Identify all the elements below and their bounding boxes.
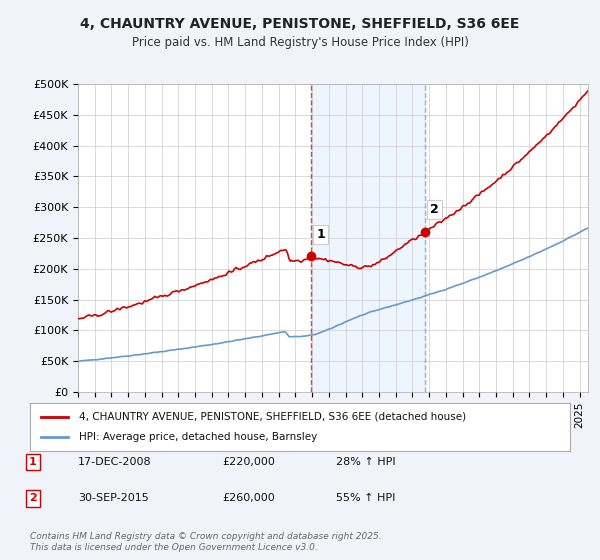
Text: 4, CHAUNTRY AVENUE, PENISTONE, SHEFFIELD, S36 6EE: 4, CHAUNTRY AVENUE, PENISTONE, SHEFFIELD…	[80, 17, 520, 31]
Text: 1: 1	[316, 228, 325, 241]
Text: 2: 2	[430, 203, 439, 216]
Bar	[311, 84, 425, 392]
Text: 2: 2	[29, 493, 37, 503]
Text: 28% ↑ HPI: 28% ↑ HPI	[336, 457, 395, 467]
Text: 30-SEP-2015: 30-SEP-2015	[78, 493, 149, 503]
Text: HPI: Average price, detached house, Barnsley: HPI: Average price, detached house, Barn…	[79, 432, 317, 442]
Text: Price paid vs. HM Land Registry's House Price Index (HPI): Price paid vs. HM Land Registry's House …	[131, 36, 469, 49]
Text: 17-DEC-2008: 17-DEC-2008	[78, 457, 152, 467]
Text: 55% ↑ HPI: 55% ↑ HPI	[336, 493, 395, 503]
Text: £260,000: £260,000	[222, 493, 275, 503]
Text: 1: 1	[29, 457, 37, 467]
Text: £220,000: £220,000	[222, 457, 275, 467]
Text: Contains HM Land Registry data © Crown copyright and database right 2025.
This d: Contains HM Land Registry data © Crown c…	[30, 532, 382, 552]
Text: 4, CHAUNTRY AVENUE, PENISTONE, SHEFFIELD, S36 6EE (detached house): 4, CHAUNTRY AVENUE, PENISTONE, SHEFFIELD…	[79, 412, 466, 422]
